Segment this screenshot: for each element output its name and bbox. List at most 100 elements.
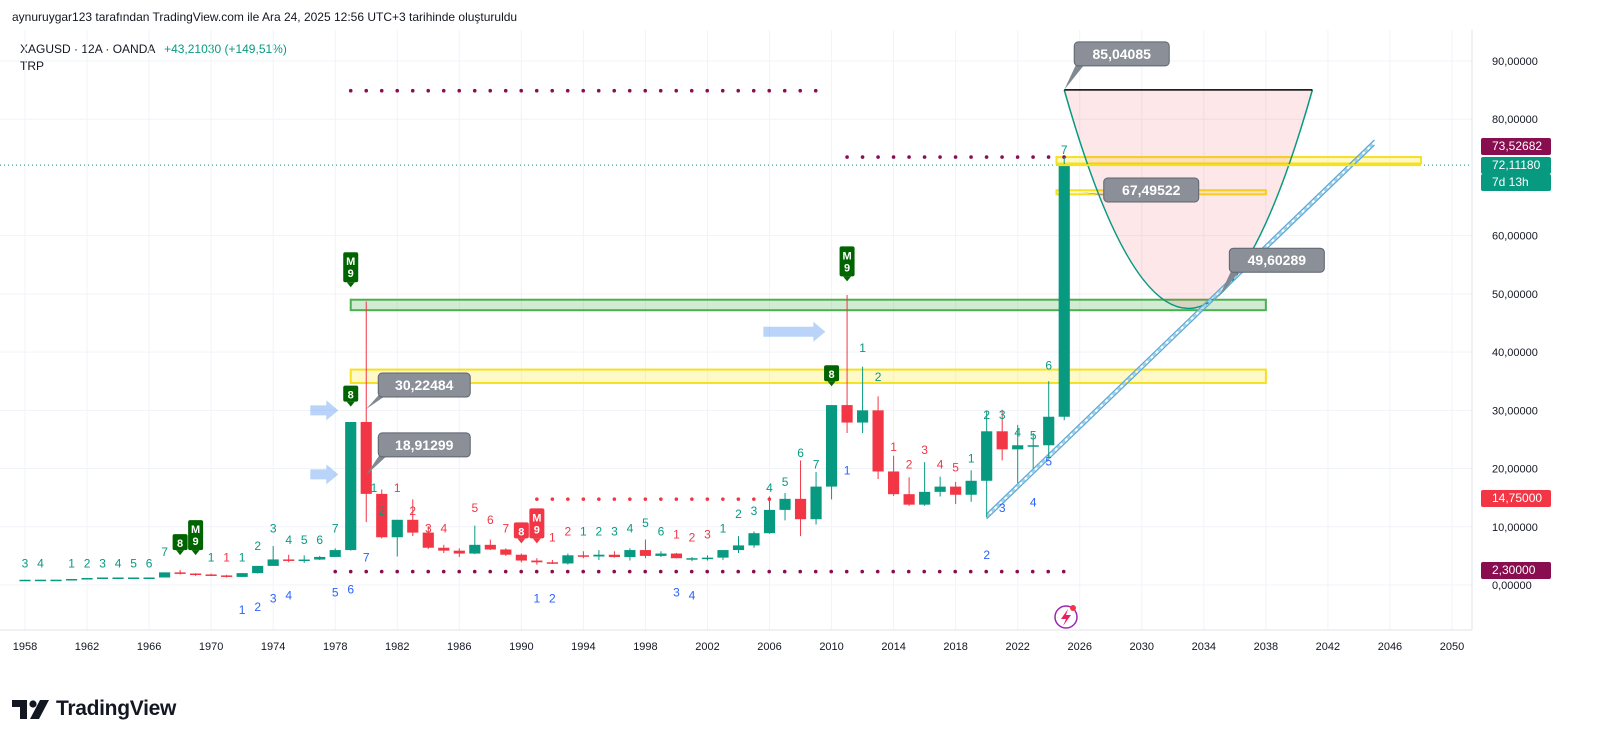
candle[interactable] xyxy=(841,295,853,434)
candle[interactable] xyxy=(546,559,558,565)
candle[interactable] xyxy=(562,553,574,565)
candle[interactable] xyxy=(888,455,900,496)
candle[interactable] xyxy=(686,557,698,562)
candle[interactable] xyxy=(127,577,140,579)
candle[interactable] xyxy=(608,551,620,558)
setup-marker[interactable]: 8 xyxy=(172,534,188,556)
candle[interactable] xyxy=(639,539,652,559)
count-label: 1 xyxy=(394,481,401,495)
candle[interactable] xyxy=(345,421,357,551)
candle[interactable] xyxy=(794,460,807,537)
candle[interactable] xyxy=(779,493,791,521)
candle[interactable] xyxy=(1043,381,1055,457)
candle[interactable] xyxy=(996,409,1008,461)
candle[interactable] xyxy=(81,577,93,580)
candle[interactable] xyxy=(19,579,31,582)
candle[interactable] xyxy=(748,531,760,548)
price-callout[interactable]: 30,22484 xyxy=(366,372,471,410)
candle[interactable] xyxy=(314,555,326,560)
candle[interactable] xyxy=(453,548,465,558)
candle[interactable] xyxy=(50,579,62,582)
candle[interactable] xyxy=(965,470,977,502)
candle[interactable] xyxy=(655,551,667,558)
candle[interactable] xyxy=(267,545,279,566)
setup-marker[interactable]: 8 xyxy=(343,385,359,407)
arrow-icon[interactable] xyxy=(310,400,339,421)
candle[interactable] xyxy=(531,558,543,565)
price-callout[interactable]: 67,49522 xyxy=(1079,177,1200,203)
candle[interactable] xyxy=(407,499,419,537)
candle[interactable] xyxy=(422,526,434,549)
candle[interactable] xyxy=(34,579,47,582)
candle[interactable] xyxy=(919,462,931,506)
price-badge[interactable]: 73,52682 xyxy=(1481,138,1551,155)
green-zone[interactable] xyxy=(349,298,1267,312)
candle[interactable] xyxy=(236,573,248,577)
candle[interactable] xyxy=(469,525,481,555)
price-badge[interactable]: 2,30000 xyxy=(1481,562,1551,579)
trend-line[interactable] xyxy=(986,144,1375,520)
candle[interactable] xyxy=(981,410,993,518)
candle[interactable] xyxy=(143,577,155,579)
tradingview-logo[interactable]: TradingView xyxy=(12,697,176,721)
flash-icon[interactable] xyxy=(1054,605,1078,629)
candle[interactable] xyxy=(174,570,186,575)
candle[interactable] xyxy=(763,496,776,534)
candle[interactable] xyxy=(810,472,822,525)
arrow-icon[interactable] xyxy=(763,321,826,342)
candle[interactable] xyxy=(717,550,729,560)
candle[interactable] xyxy=(577,551,589,559)
price-badge[interactable]: 72,11180 xyxy=(1481,157,1551,174)
candle[interactable] xyxy=(96,577,109,579)
yellow-zone[interactable] xyxy=(349,368,1267,384)
indicator-label[interactable]: TRP xyxy=(20,59,44,73)
candle[interactable] xyxy=(376,489,388,539)
price-callout[interactable]: 85,04085 xyxy=(1064,41,1170,90)
price-badge[interactable]: 7d 13h xyxy=(1481,174,1551,191)
setup-marker[interactable]: 8 xyxy=(824,365,840,387)
price-callout[interactable]: 49,60289 xyxy=(1219,247,1325,297)
candle[interactable] xyxy=(701,555,714,561)
candle[interactable] xyxy=(872,396,884,480)
candle[interactable] xyxy=(1058,156,1070,421)
trend-line[interactable] xyxy=(986,139,1375,515)
setup-marker[interactable]: 8 xyxy=(513,522,529,544)
candle[interactable] xyxy=(1012,424,1024,484)
candle[interactable] xyxy=(934,476,946,497)
candle[interactable] xyxy=(360,301,372,523)
arrow-icon[interactable] xyxy=(310,464,339,485)
candle[interactable] xyxy=(190,573,202,576)
price-callout[interactable]: 18,91299 xyxy=(366,432,471,475)
candle[interactable] xyxy=(732,536,745,553)
candle[interactable] xyxy=(329,548,341,558)
candle[interactable] xyxy=(484,539,496,551)
candle[interactable] xyxy=(515,553,527,563)
candle[interactable] xyxy=(283,554,295,563)
yellow-zone[interactable] xyxy=(1055,156,1422,165)
candle[interactable] xyxy=(252,565,264,574)
candle[interactable] xyxy=(903,477,915,506)
candle[interactable] xyxy=(159,572,171,578)
candle[interactable] xyxy=(857,366,869,434)
candle[interactable] xyxy=(221,574,233,578)
candle[interactable] xyxy=(112,577,124,579)
candle[interactable] xyxy=(624,548,636,561)
candle[interactable] xyxy=(298,555,310,563)
candle[interactable] xyxy=(1027,433,1039,469)
candle[interactable] xyxy=(950,481,962,505)
price-badge[interactable]: 14,75000 xyxy=(1481,490,1551,507)
candle[interactable] xyxy=(825,405,838,500)
candle[interactable] xyxy=(500,548,512,556)
candle[interactable] xyxy=(438,544,450,553)
arc-curve[interactable] xyxy=(1063,89,1314,309)
candle[interactable] xyxy=(670,552,683,559)
candle[interactable] xyxy=(593,550,605,560)
candle[interactable] xyxy=(391,519,403,557)
candle[interactable] xyxy=(65,578,78,581)
candle[interactable] xyxy=(205,573,217,576)
